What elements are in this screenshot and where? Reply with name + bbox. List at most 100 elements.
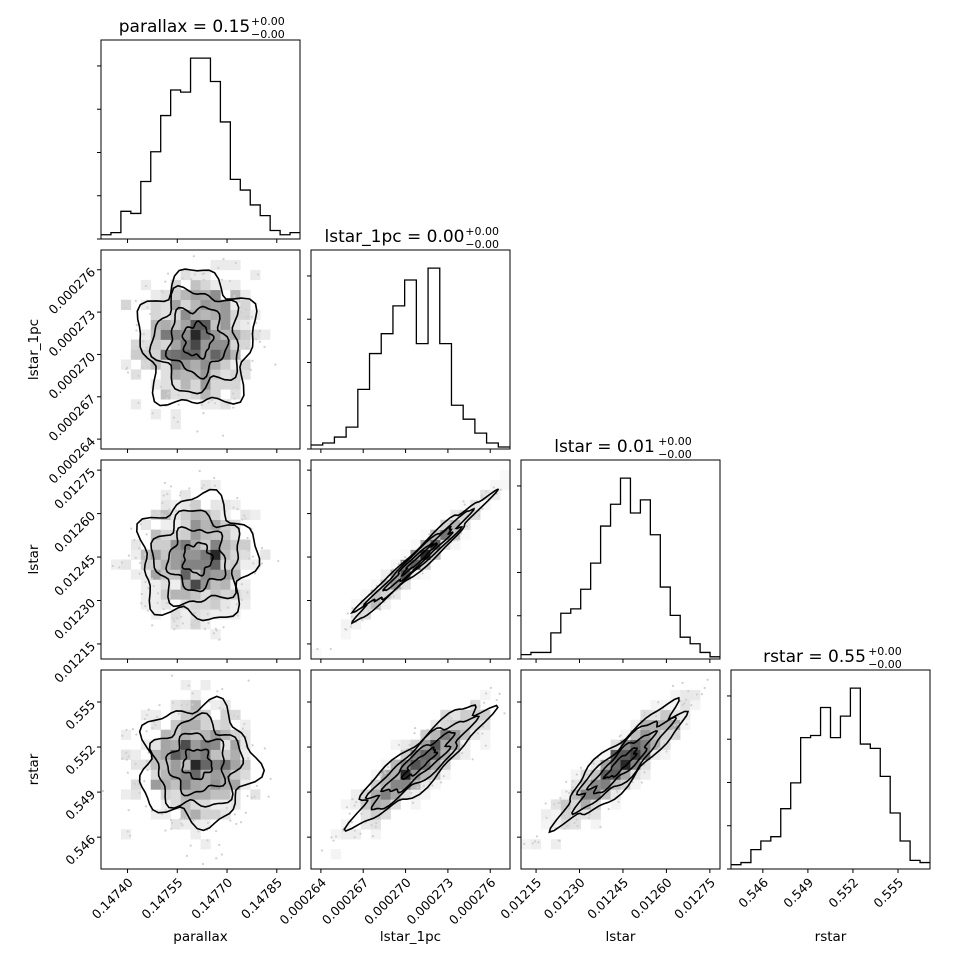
y-axis-label-rstar: rstar bbox=[26, 753, 42, 785]
sample-point bbox=[135, 323, 138, 327]
title-label: lstar = 0.01 bbox=[554, 437, 655, 457]
density-cell bbox=[220, 719, 231, 730]
sample-point bbox=[232, 406, 235, 409]
sample-point bbox=[400, 587, 403, 590]
sample-point bbox=[111, 564, 114, 568]
density-cell bbox=[170, 379, 181, 390]
density-cell bbox=[190, 389, 201, 400]
sample-point bbox=[277, 559, 280, 563]
sample-point bbox=[247, 549, 250, 552]
sample-point bbox=[527, 672, 529, 674]
density-cell bbox=[170, 559, 181, 570]
sample-point bbox=[453, 539, 456, 542]
sample-point bbox=[196, 620, 200, 624]
density-cell bbox=[190, 519, 201, 530]
density-cell bbox=[190, 759, 201, 770]
density-cell bbox=[200, 809, 211, 820]
sample-point bbox=[353, 804, 356, 807]
sample-point bbox=[147, 366, 150, 369]
density-cell bbox=[230, 389, 241, 400]
density-cell bbox=[360, 819, 371, 830]
density-cell bbox=[410, 799, 421, 810]
density-cell bbox=[490, 489, 501, 501]
sample-point bbox=[175, 617, 179, 620]
sample-point bbox=[383, 769, 386, 772]
sample-point bbox=[251, 555, 254, 558]
sample-point bbox=[178, 494, 182, 497]
density-cell bbox=[190, 319, 201, 330]
density-cell bbox=[220, 779, 231, 790]
density-cell bbox=[250, 309, 261, 320]
sample-point bbox=[565, 780, 568, 783]
contours-rstar-vs-lstar bbox=[548, 696, 690, 834]
density-cell bbox=[210, 779, 221, 790]
density-cell bbox=[420, 729, 431, 740]
density-cell bbox=[340, 619, 352, 630]
sample-point bbox=[172, 416, 176, 419]
density-cell bbox=[570, 779, 581, 790]
density-cell bbox=[180, 509, 191, 520]
density-cell bbox=[180, 309, 191, 320]
density-cell bbox=[190, 599, 201, 610]
density-cell bbox=[400, 769, 411, 780]
x-tick-label: 0.01275 bbox=[671, 875, 718, 922]
density-cell bbox=[380, 799, 391, 810]
density-cell bbox=[620, 769, 631, 780]
sample-point bbox=[142, 340, 145, 343]
sample-point bbox=[160, 289, 163, 293]
density-cell bbox=[400, 549, 411, 560]
density-cell bbox=[210, 289, 221, 301]
sample-point bbox=[141, 366, 144, 369]
density-cell bbox=[360, 789, 371, 800]
density-cell bbox=[210, 749, 221, 760]
sample-point bbox=[450, 717, 453, 720]
sample-point bbox=[219, 609, 222, 612]
sample-point bbox=[462, 500, 465, 503]
histogram-rstar bbox=[731, 687, 930, 866]
sample-point bbox=[124, 751, 128, 755]
density-cell bbox=[220, 549, 231, 560]
contour-level bbox=[181, 541, 215, 577]
sample-point bbox=[218, 638, 221, 641]
density-cell bbox=[190, 819, 201, 830]
sample-point bbox=[164, 809, 167, 812]
sample-point bbox=[172, 617, 175, 620]
sample-point bbox=[545, 816, 548, 819]
density-cell bbox=[150, 539, 161, 550]
sample-point bbox=[128, 834, 132, 837]
sample-point bbox=[413, 726, 417, 730]
density-cell bbox=[640, 749, 651, 760]
density-cell bbox=[470, 499, 481, 511]
sample-point bbox=[426, 728, 429, 731]
panel-rstar-vs-parallax: 0.14740 0.14755 0.14770 0.147850.5460.5490.… bbox=[62, 669, 301, 922]
sample-point bbox=[482, 701, 486, 704]
sample-point bbox=[135, 329, 138, 332]
density-cell bbox=[430, 539, 441, 550]
sample-point bbox=[422, 784, 425, 787]
density-cell bbox=[330, 829, 342, 840]
density-cell bbox=[400, 749, 411, 760]
sample-point bbox=[240, 583, 243, 586]
sample-point bbox=[180, 822, 183, 825]
title-superscript: +0.00 bbox=[868, 645, 902, 658]
sample-point bbox=[380, 773, 383, 776]
density-cell bbox=[210, 339, 221, 350]
sample-point bbox=[221, 434, 225, 437]
sample-point bbox=[181, 277, 184, 280]
sample-point bbox=[235, 603, 238, 606]
sample-point bbox=[171, 821, 174, 825]
sample-point bbox=[492, 486, 495, 489]
density-cell bbox=[190, 829, 201, 840]
sample-point bbox=[195, 502, 198, 505]
density-cell bbox=[190, 559, 201, 570]
sample-point bbox=[436, 530, 439, 533]
sample-point bbox=[145, 730, 148, 733]
title-superscript: +0.00 bbox=[465, 225, 499, 238]
sample-point bbox=[359, 613, 362, 616]
density-cell bbox=[160, 339, 171, 350]
density-cell bbox=[660, 729, 671, 740]
contour-level bbox=[570, 715, 677, 816]
sample-point bbox=[563, 814, 566, 817]
density-cell bbox=[370, 599, 381, 610]
sample-point bbox=[563, 827, 566, 830]
